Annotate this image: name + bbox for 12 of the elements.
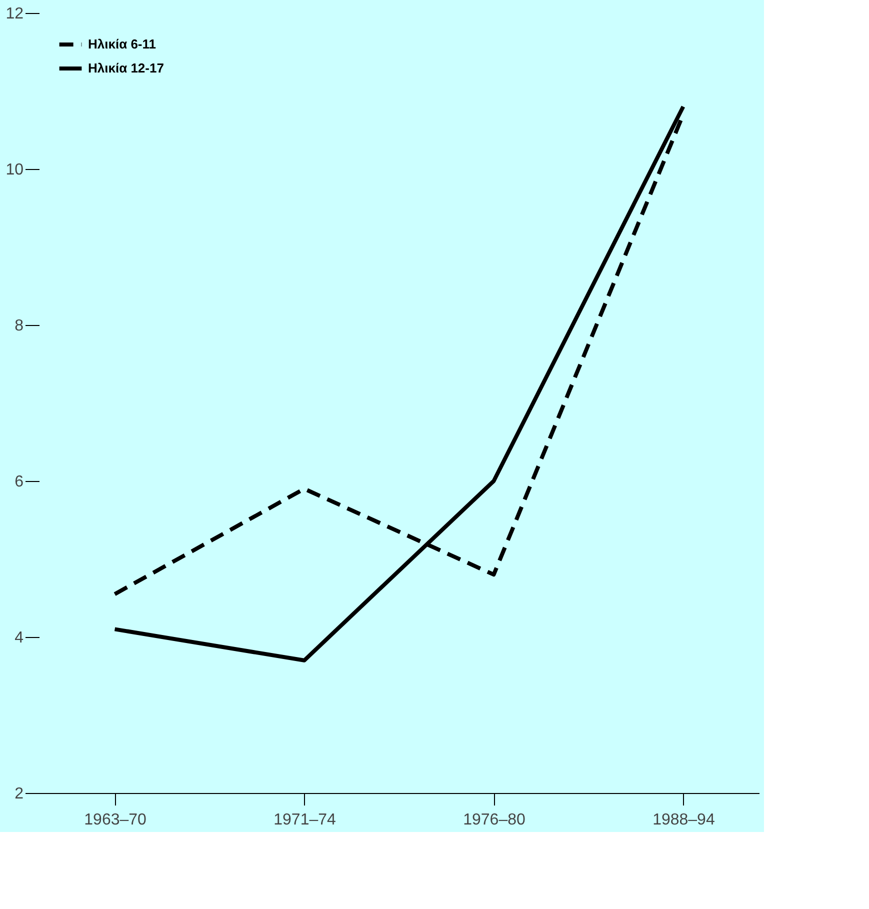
legend-label: Ηλικία 6-11: [88, 36, 156, 52]
y-tick-label: 4: [14, 630, 24, 646]
y-tick-label: 2: [14, 786, 24, 802]
x-tick-label: 1971–74: [274, 812, 336, 828]
x-tick-label: 1988–94: [652, 812, 715, 828]
y-tick-label: 8: [14, 318, 24, 334]
y-tick-label: 12: [6, 6, 24, 22]
x-tick-label: 1976–80: [463, 812, 526, 828]
x-tick-label: 1963–70: [84, 812, 147, 828]
legend-label: Ηλικία 12-17: [88, 60, 164, 76]
y-tick-label: 10: [6, 162, 24, 178]
y-tick-label: 6: [14, 474, 24, 490]
